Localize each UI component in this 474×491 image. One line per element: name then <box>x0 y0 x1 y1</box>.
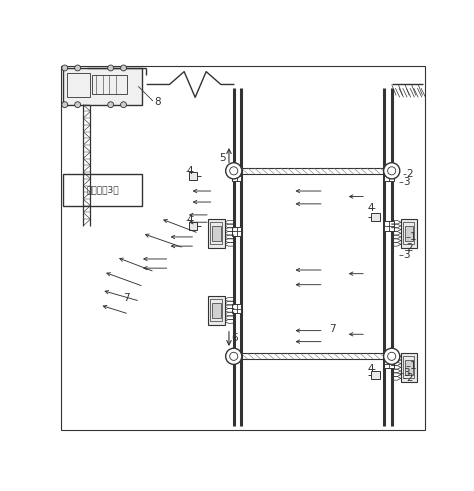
Bar <box>401 218 418 248</box>
Bar <box>212 226 220 241</box>
Bar <box>384 171 394 181</box>
Circle shape <box>383 348 400 364</box>
Bar <box>92 75 127 94</box>
Bar <box>208 218 225 248</box>
Bar <box>63 68 142 105</box>
Text: 4: 4 <box>368 364 374 374</box>
Circle shape <box>108 102 114 108</box>
Bar <box>372 371 380 379</box>
Bar <box>403 222 414 245</box>
Bar <box>405 226 413 241</box>
Text: 4: 4 <box>368 203 374 213</box>
Bar <box>372 213 380 221</box>
Text: 6: 6 <box>231 333 238 343</box>
Text: 2: 2 <box>406 169 413 180</box>
Bar <box>189 222 197 230</box>
Bar <box>212 303 220 318</box>
Text: 4: 4 <box>186 216 192 225</box>
Text: 2: 2 <box>406 243 413 253</box>
Circle shape <box>120 65 127 71</box>
Text: 5: 5 <box>219 153 226 163</box>
Circle shape <box>75 102 81 108</box>
Circle shape <box>226 348 242 364</box>
Text: 常规地在3区: 常规地在3区 <box>86 186 119 194</box>
Bar <box>208 296 225 325</box>
Text: 2: 2 <box>406 373 413 383</box>
Bar <box>189 172 197 180</box>
Circle shape <box>62 102 68 108</box>
Text: 1: 1 <box>410 360 417 371</box>
Bar <box>232 171 241 181</box>
Circle shape <box>226 163 242 179</box>
Circle shape <box>108 65 114 71</box>
Bar <box>384 221 394 231</box>
Bar <box>403 356 414 379</box>
Bar <box>384 359 394 368</box>
Text: 4: 4 <box>186 166 192 176</box>
Circle shape <box>62 65 68 71</box>
Text: 7: 7 <box>124 293 130 302</box>
Bar <box>232 227 241 236</box>
Bar <box>66 74 91 97</box>
Circle shape <box>75 65 81 71</box>
Text: 8: 8 <box>154 97 161 107</box>
Bar <box>210 222 222 245</box>
Text: 1: 1 <box>410 232 417 242</box>
Bar <box>63 174 142 206</box>
Text: 3: 3 <box>403 177 410 187</box>
Text: 3: 3 <box>403 250 410 260</box>
Circle shape <box>120 102 127 108</box>
Bar <box>210 300 222 322</box>
Bar <box>405 360 413 375</box>
Bar <box>232 304 241 313</box>
Text: 7: 7 <box>329 324 336 334</box>
Text: 3: 3 <box>403 368 410 378</box>
Bar <box>401 353 418 382</box>
Circle shape <box>383 163 400 179</box>
